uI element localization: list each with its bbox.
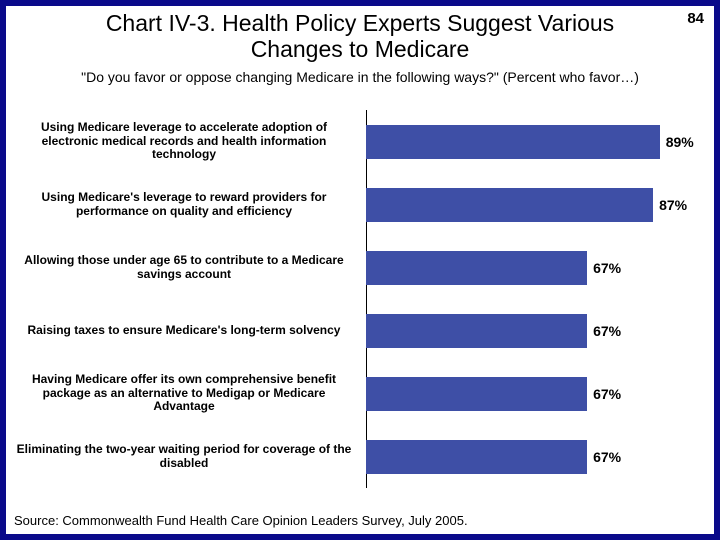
bar bbox=[366, 314, 587, 348]
bar-label: Raising taxes to ensure Medicare's long-… bbox=[16, 324, 366, 338]
bar-value: 87% bbox=[659, 197, 687, 213]
chart-row: Using Medicare leverage to accelerate ad… bbox=[16, 110, 708, 173]
bar-zone: 87% bbox=[366, 173, 708, 236]
chart-row: Raising taxes to ensure Medicare's long-… bbox=[16, 299, 708, 362]
chart-row: Eliminating the two-year waiting period … bbox=[16, 425, 708, 488]
bar-zone: 67% bbox=[366, 425, 708, 488]
bar-value: 67% bbox=[593, 449, 621, 465]
bar-zone: 67% bbox=[366, 236, 708, 299]
bar-value: 67% bbox=[593, 386, 621, 402]
chart-row: Allowing those under age 65 to contribut… bbox=[16, 236, 708, 299]
bar-zone: 67% bbox=[366, 299, 708, 362]
bar-chart: Using Medicare leverage to accelerate ad… bbox=[16, 110, 708, 500]
bar bbox=[366, 125, 660, 159]
bar-zone: 89% bbox=[366, 110, 708, 173]
bar-label: Having Medicare offer its own comprehens… bbox=[16, 373, 366, 414]
bar-label: Allowing those under age 65 to contribut… bbox=[16, 254, 366, 282]
bar-zone: 67% bbox=[366, 362, 708, 425]
bar-label: Using Medicare's leverage to reward prov… bbox=[16, 191, 366, 219]
chart-subtitle: "Do you favor or oppose changing Medicar… bbox=[6, 63, 714, 90]
bar-value: 89% bbox=[666, 134, 694, 150]
bar-label: Eliminating the two-year waiting period … bbox=[16, 443, 366, 471]
chart-row: Having Medicare offer its own comprehens… bbox=[16, 362, 708, 425]
bar-value: 67% bbox=[593, 323, 621, 339]
chart-title: Chart IV-3. Health Policy Experts Sugges… bbox=[6, 6, 714, 63]
bar bbox=[366, 377, 587, 411]
source-citation: Source: Commonwealth Fund Health Care Op… bbox=[14, 513, 468, 528]
bar bbox=[366, 440, 587, 474]
bar bbox=[366, 188, 653, 222]
slide: 84 Chart IV-3. Health Policy Experts Sug… bbox=[0, 0, 720, 540]
slide-content: 84 Chart IV-3. Health Policy Experts Sug… bbox=[6, 6, 714, 534]
page-number: 84 bbox=[687, 10, 704, 27]
chart-row: Using Medicare's leverage to reward prov… bbox=[16, 173, 708, 236]
bar-label: Using Medicare leverage to accelerate ad… bbox=[16, 121, 366, 162]
bar bbox=[366, 251, 587, 285]
bar-value: 67% bbox=[593, 260, 621, 276]
